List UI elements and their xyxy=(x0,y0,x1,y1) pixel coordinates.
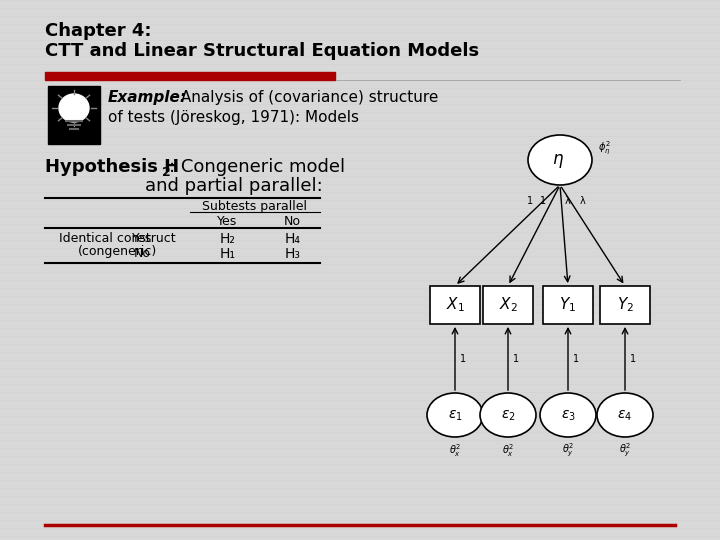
Ellipse shape xyxy=(540,393,596,437)
Bar xyxy=(430,286,480,324)
Ellipse shape xyxy=(427,393,483,437)
Text: $\theta_y^2$: $\theta_y^2$ xyxy=(619,442,631,460)
Text: H₃: H₃ xyxy=(284,247,300,261)
Ellipse shape xyxy=(480,393,536,437)
Text: No: No xyxy=(284,215,301,228)
Text: $\theta_x^2$: $\theta_x^2$ xyxy=(502,442,514,459)
Text: Subtests parallel: Subtests parallel xyxy=(202,200,307,213)
Bar xyxy=(600,286,650,324)
Text: $\theta_x^2$: $\theta_x^2$ xyxy=(449,442,461,459)
Text: $\varepsilon_4$: $\varepsilon_4$ xyxy=(618,409,633,423)
Text: $\varepsilon_3$: $\varepsilon_3$ xyxy=(561,409,575,423)
Ellipse shape xyxy=(597,393,653,437)
Text: Hypothesis H: Hypothesis H xyxy=(45,158,179,176)
Text: $Y_1$: $Y_1$ xyxy=(559,296,577,314)
Bar xyxy=(48,86,100,144)
Text: $\phi_\eta^2$: $\phi_\eta^2$ xyxy=(598,139,611,157)
Bar xyxy=(543,286,593,324)
Text: λ: λ xyxy=(580,196,585,206)
Bar xyxy=(483,286,533,324)
Text: λ: λ xyxy=(565,196,571,206)
Text: 1: 1 xyxy=(460,354,466,363)
Text: 1: 1 xyxy=(573,354,579,363)
Text: 1: 1 xyxy=(513,354,519,363)
Text: (congeneric): (congeneric) xyxy=(78,245,157,258)
Text: H₄: H₄ xyxy=(284,232,300,246)
Text: Yes: Yes xyxy=(217,215,238,228)
Text: H₂: H₂ xyxy=(220,232,235,246)
Text: CTT and Linear Structural Equation Models: CTT and Linear Structural Equation Model… xyxy=(45,42,479,60)
Text: Example:: Example: xyxy=(108,90,187,105)
Text: H₁: H₁ xyxy=(220,247,235,261)
Text: No: No xyxy=(134,247,151,260)
Text: $\theta_y^2$: $\theta_y^2$ xyxy=(562,442,574,460)
Text: Analysis of (covariance) structure: Analysis of (covariance) structure xyxy=(176,90,438,105)
Text: Yes: Yes xyxy=(132,232,153,245)
Text: : Congeneric model: : Congeneric model xyxy=(169,158,345,176)
Text: $\varepsilon_2$: $\varepsilon_2$ xyxy=(500,409,516,423)
Text: 1: 1 xyxy=(527,196,533,206)
Text: $Y_2$: $Y_2$ xyxy=(616,296,634,314)
Text: 2: 2 xyxy=(162,166,171,179)
Text: 1: 1 xyxy=(630,354,636,363)
Text: Identical construct: Identical construct xyxy=(59,232,176,245)
Bar xyxy=(45,72,335,80)
Text: $X_1$: $X_1$ xyxy=(446,296,464,314)
Ellipse shape xyxy=(59,94,89,122)
Text: 1: 1 xyxy=(540,196,546,206)
Text: $\varepsilon_1$: $\varepsilon_1$ xyxy=(448,409,462,423)
Text: $X_2$: $X_2$ xyxy=(499,296,518,314)
Text: and partial parallel:: and partial parallel: xyxy=(145,177,323,195)
Text: $\eta$: $\eta$ xyxy=(552,152,564,170)
Text: of tests (Jöreskog, 1971): Models: of tests (Jöreskog, 1971): Models xyxy=(108,110,359,125)
Text: Chapter 4:: Chapter 4: xyxy=(45,22,151,40)
Ellipse shape xyxy=(528,135,592,185)
